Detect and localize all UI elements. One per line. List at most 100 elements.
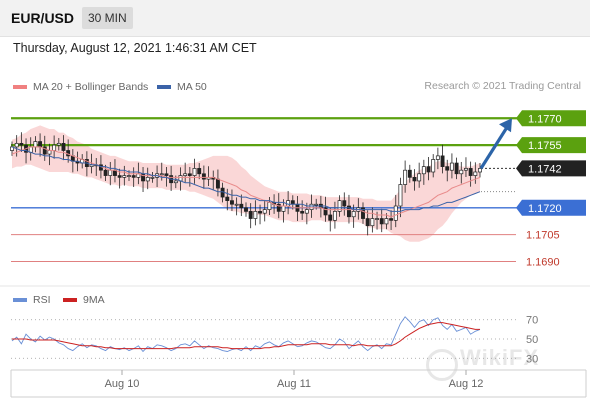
candle-body [361,207,365,219]
bollinger-band [12,125,480,242]
price-tag [516,110,586,127]
legend-label: MA 20 + Bollinger Bands [33,81,149,93]
price-tag [516,160,586,177]
candle-body [230,200,234,205]
rsi-tick-label: 50 [526,334,538,346]
ma20-line [11,146,481,218]
candle-body [276,203,281,212]
legend-9ma: 9MA [63,294,105,306]
price-tag [516,137,586,154]
credit-text: Research © 2021 Trading Central [424,80,581,92]
price-tag-label: 1.1742 [528,163,562,175]
candle-body [281,205,286,212]
price-tag-label: 1.1720 [528,203,562,215]
candle-body [393,205,398,221]
rsi-9ma-line [12,322,480,350]
candle-body [38,141,43,148]
candle-body [445,166,450,171]
candle-body [159,173,164,176]
legend-label: MA 50 [177,81,207,93]
candle-body [328,214,333,221]
rsi-tick-label: 70 [526,315,538,327]
price-tag [516,199,586,216]
candle-body [253,211,258,219]
forecast-arrow [479,126,509,170]
watermark-logo-icon [426,349,458,381]
x-tick-label: Aug 11 [277,378,311,390]
candle-body [417,173,422,182]
candle-body [464,168,468,171]
candle-body [449,162,454,171]
candle-body [248,211,253,219]
candle-body [342,200,347,207]
candle-body [347,205,351,218]
watermark: WikiFX [460,345,540,370]
candle-body [309,203,314,210]
candle-body [262,209,267,214]
candle-body [234,203,239,206]
forecast-arrowhead [499,118,512,133]
candle-body [304,209,309,214]
candle-body [14,142,19,148]
candle-body [332,211,337,221]
legend-swatch [13,298,27,303]
candle-body [412,177,417,182]
symbol-label: EUR/USD [11,10,75,26]
candle-body [407,169,412,178]
ma50-line [11,146,481,212]
price-tag-label: 1.1770 [528,113,562,125]
legend-swatch [157,85,171,90]
candle-body [192,168,197,176]
candle-body [131,175,136,178]
candle-body [426,166,431,173]
candle-body [384,218,389,225]
candle-body [127,175,131,177]
x-tick-label: Aug 10 [105,378,140,390]
price-tag-label: 1.1705 [526,230,560,242]
legend-swatch [63,298,77,303]
price-tag-label: 1.1755 [528,140,562,152]
candle-body [215,178,220,189]
candle-body [201,173,206,180]
timestamp: Thursday, August 12, 2021 1:46:31 AM CET [13,41,257,55]
candle-body [375,218,379,220]
candle-body [267,202,272,210]
candle-body [337,200,342,212]
legend-label: 9MA [83,294,105,306]
candle-body [19,142,24,146]
legend-rsi: RSI [13,294,51,306]
candle-body [290,200,295,205]
candle-body [473,171,478,176]
candle-body [314,203,319,206]
candle-body [164,173,169,176]
candle-body [323,207,328,216]
candle-body [300,211,305,214]
header-bar: EUR/USD 30 MIN [0,0,590,37]
candle-body [183,173,188,176]
candle-body [225,196,230,201]
x-tick-label: Aug 12 [449,378,484,390]
legend-label: RSI [33,294,51,306]
candle-body [187,173,192,176]
candle-body [117,175,122,178]
candle-body [431,159,436,173]
timeframe-button[interactable]: 30 MIN [82,7,133,29]
candle-body [351,211,356,218]
candle-body [103,169,108,176]
candle-body [122,175,127,178]
candle-body [197,168,202,175]
candle-body [52,144,57,151]
candle-body [435,155,440,160]
candle-body [150,177,155,179]
candle-body [454,162,459,175]
candle-body [389,218,394,221]
candle-body [47,150,52,155]
candle-body [398,184,403,207]
rsi-tick-label: 30 [526,353,538,365]
candle-body [468,168,473,176]
price-tag-label: 1.1690 [526,257,560,269]
candle-body [258,211,262,214]
candle-body [379,218,384,225]
candle-body [239,203,244,209]
